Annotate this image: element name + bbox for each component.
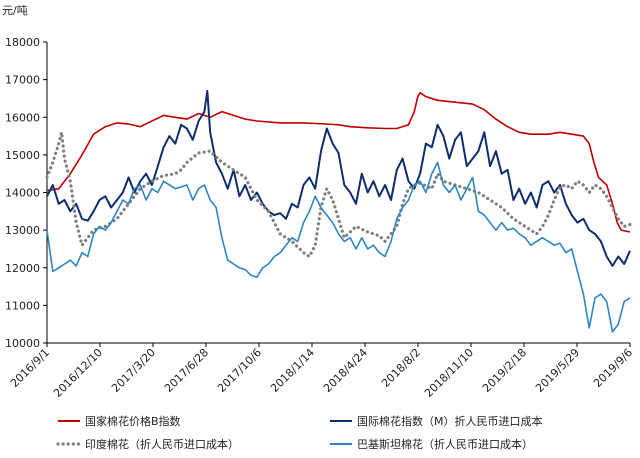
legend: 国家棉花价格B指数 国际棉花指数（M）折人民币进口成本印度棉花（折人民币进口成本）… — [56, 414, 543, 451]
series-line-brazil — [46, 161, 631, 333]
y-tick-label: 16000 — [5, 111, 40, 124]
y-tick-label: 15000 — [5, 149, 40, 162]
y-tick-label: 18000 — [5, 36, 40, 49]
series-line-india — [45, 130, 632, 259]
x-tick-label: 2018/8/2 — [379, 346, 423, 390]
series-line-china_index — [46, 92, 631, 233]
x-tick-label: 2017/3/20 — [109, 346, 158, 395]
series-line-intl_index — [46, 89, 631, 267]
y-tick-label: 17000 — [5, 74, 40, 87]
x-tick-label: 2018/1/14 — [268, 346, 317, 395]
y-tick-label: 10000 — [5, 337, 40, 350]
y-tick-label: 11000 — [5, 299, 40, 312]
y-tick-label: 14000 — [5, 187, 40, 200]
y-unit-label: 元/吨 — [2, 4, 28, 17]
legend-item-india: 印度棉花（折人民币进口成本） — [56, 437, 239, 451]
x-tick-label: 2017/6/28 — [162, 346, 211, 395]
y-axis: 10000 11000 12000 13000 14000 15000 16000 17000… — [5, 36, 48, 350]
x-tick-label: 2019/9/6 — [591, 346, 635, 390]
legend-label-india: 印度棉花（折人民币进口成本） — [85, 437, 239, 451]
legend-label-intl_index: 国际棉花指数（M）折人民币进口成本 — [357, 414, 543, 428]
x-tick-label: 2016/12/10 — [51, 346, 105, 400]
x-tick-label: 2019/2/18 — [480, 346, 529, 395]
x-tick-label: 2018/4/24 — [321, 346, 370, 395]
legend-label-china_index: 国家棉花价格B指数 — [85, 414, 181, 428]
x-tick-label: 2017/10/6 — [215, 346, 264, 395]
series-layer — [45, 89, 632, 333]
y-tick-label: 12000 — [5, 262, 40, 275]
x-tick-label: 2016/9/1 — [8, 346, 52, 390]
legend-item-intl_index: 国际棉花指数（M）折人民币进口成本 — [330, 414, 543, 428]
y-tick-label: 13000 — [5, 224, 40, 237]
x-tick-label: 2018/11/10 — [422, 346, 476, 400]
legend-item-brazil: 巴基斯坦棉花（折人民币进口成本） — [330, 437, 533, 451]
x-tick-label: 2019/5/29 — [533, 346, 582, 395]
legend-item-china_index: 国家棉花价格B指数 — [58, 414, 181, 428]
legend-label-brazil: 巴基斯坦棉花（折人民币进口成本） — [357, 437, 533, 451]
